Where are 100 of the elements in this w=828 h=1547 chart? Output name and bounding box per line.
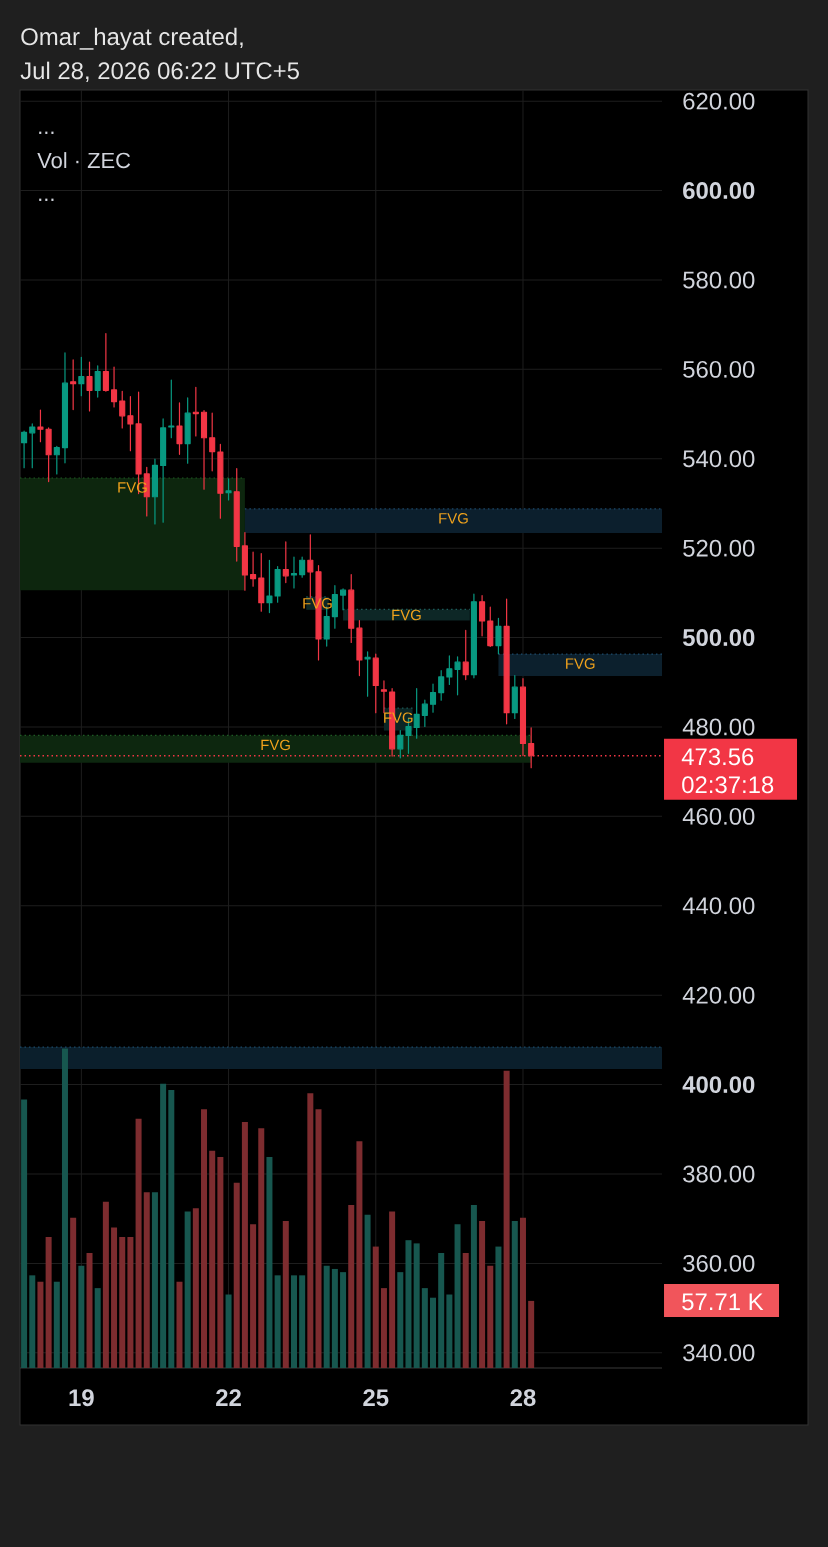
candlestick <box>454 656 461 696</box>
bar <box>462 1252 469 1368</box>
bar <box>307 1093 314 1368</box>
candlestick <box>331 585 338 629</box>
bar <box>61 1048 68 1368</box>
candlestick <box>29 423 36 469</box>
candlestick <box>78 356 85 397</box>
bar <box>70 1217 77 1368</box>
bar <box>487 1265 494 1368</box>
bar <box>151 1192 158 1368</box>
x-tick-label: 25 <box>363 1389 389 1407</box>
candlestick <box>266 559 273 614</box>
bar <box>503 1070 510 1368</box>
ref-line-label: 473.56 <box>681 748 754 766</box>
y-tick-label: 560.00 <box>683 360 755 378</box>
candlestick <box>511 674 518 720</box>
bar <box>421 1288 428 1368</box>
bar <box>111 1227 118 1368</box>
bar <box>356 1141 363 1368</box>
candlestick <box>21 430 28 469</box>
chart-title: Omar_hayat created, <box>21 27 243 50</box>
candlestick <box>479 594 486 637</box>
bar <box>241 1121 248 1368</box>
candlestick <box>299 556 306 578</box>
bar <box>348 1205 355 1368</box>
x-tick-label: 28 <box>510 1389 536 1407</box>
candlestick <box>176 402 183 455</box>
candlestick <box>61 352 69 464</box>
candlestick <box>94 365 101 398</box>
candlestick <box>86 361 93 412</box>
bar <box>519 1217 526 1368</box>
candlestick <box>184 397 191 464</box>
bar <box>364 1214 371 1368</box>
bar <box>225 1294 232 1368</box>
candlestick <box>37 409 44 443</box>
candlestick <box>233 467 240 562</box>
bar <box>250 1224 257 1368</box>
candlestick <box>372 653 379 714</box>
series-label: FVG <box>261 739 290 751</box>
bar <box>405 1240 412 1368</box>
candlestick <box>282 541 289 584</box>
text: 57.71 K <box>682 1293 764 1311</box>
candlestick <box>119 390 126 429</box>
bar <box>94 1288 101 1368</box>
candlestick <box>307 534 314 598</box>
bar <box>21 1099 28 1368</box>
candlestick <box>241 531 248 591</box>
bar <box>29 1275 36 1368</box>
series-label: FVG <box>566 658 595 669</box>
bar <box>315 1109 322 1368</box>
bar <box>438 1252 445 1368</box>
candlestick <box>348 573 355 644</box>
bar <box>470 1205 477 1368</box>
bar <box>192 1208 199 1368</box>
candlestick <box>462 629 469 681</box>
candlestick <box>209 412 216 472</box>
y-tick-label: 420.00 <box>682 986 755 1004</box>
candlestick <box>127 396 134 452</box>
bar <box>340 1272 347 1368</box>
y-tick-label: 360.00 <box>683 1254 755 1272</box>
bar <box>323 1265 330 1368</box>
bar <box>299 1275 306 1368</box>
candlestick <box>258 552 265 612</box>
candlestick <box>102 332 109 392</box>
bar <box>446 1294 453 1368</box>
bar <box>143 1192 150 1368</box>
y-tick-label: 540.00 <box>683 450 755 468</box>
y-tick-label: 460.00 <box>682 807 755 825</box>
candlestick <box>45 427 52 483</box>
bar <box>209 1150 216 1368</box>
y-tick-label: 480.00 <box>682 718 755 736</box>
bar <box>201 1109 208 1368</box>
bar <box>45 1237 52 1368</box>
candlestick <box>364 651 371 697</box>
bar <box>53 1281 60 1368</box>
bar <box>160 1083 167 1368</box>
chart-subtitle: Jul 28, 2026 06:22 UTC+5 <box>20 61 299 83</box>
bar <box>78 1265 85 1368</box>
x-tick-label: 19 <box>69 1389 94 1407</box>
candlestick <box>429 683 437 713</box>
candlestick <box>413 687 420 739</box>
bar <box>102 1201 109 1368</box>
candlestick <box>503 598 510 725</box>
candlestick <box>340 588 347 611</box>
bar <box>430 1297 437 1368</box>
bar <box>86 1252 93 1368</box>
bar <box>331 1268 338 1368</box>
candlestick <box>397 729 404 759</box>
bar <box>176 1281 183 1368</box>
y-tick-label: 600.00 <box>683 182 755 200</box>
text: 02:37:18 <box>682 776 774 794</box>
bar <box>380 1288 387 1368</box>
bar <box>413 1243 420 1368</box>
bar <box>372 1246 379 1368</box>
bar <box>454 1224 461 1368</box>
y-tick-label: 440.00 <box>682 897 755 915</box>
bar <box>479 1221 486 1368</box>
x-tick-label: 22 <box>216 1389 241 1406</box>
candlestick <box>487 606 494 648</box>
bar <box>397 1272 404 1368</box>
